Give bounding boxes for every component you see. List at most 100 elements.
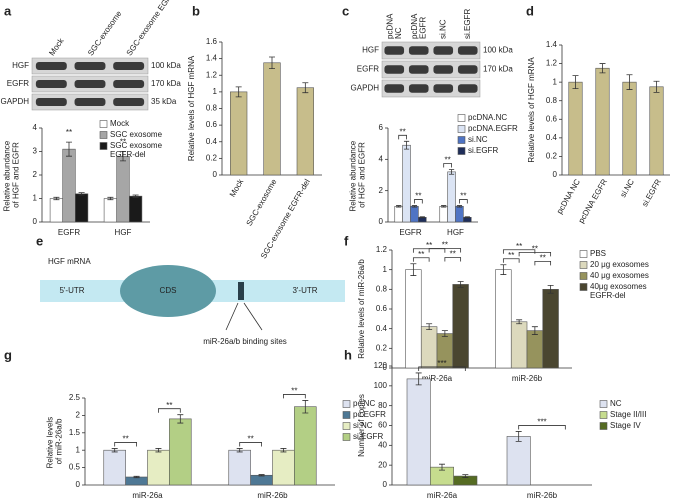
- legend-label: 40μg exosomes EGFR-del: [590, 282, 649, 300]
- error-bar: [302, 82, 309, 94]
- bar: [447, 171, 456, 223]
- legend-label: 20 μg exosomes: [590, 260, 649, 269]
- blot-band: [113, 98, 145, 106]
- significance-label: **: [400, 127, 406, 136]
- bar: [406, 378, 431, 486]
- y-tick-label: 1: [383, 265, 388, 274]
- legend-swatch: [599, 422, 608, 430]
- blot-row-label: GAPDH: [1, 97, 30, 106]
- bar: [147, 449, 170, 486]
- y-axis-label: Relative levels of HGF mRNA: [187, 55, 196, 161]
- blot-band: [384, 65, 405, 74]
- legend-swatch: [457, 114, 466, 122]
- pointer-lines: [225, 302, 263, 331]
- cds-region: [120, 265, 216, 317]
- significance-bracket: [412, 257, 430, 262]
- blot-band: [74, 80, 106, 88]
- error-bar: [464, 216, 470, 219]
- blot-band: [408, 46, 429, 55]
- blot-band: [113, 62, 145, 70]
- bar: [410, 206, 419, 223]
- y-tick-label: 2.5: [69, 393, 81, 402]
- significance-label: ***: [437, 359, 446, 368]
- significance-bracket: [414, 199, 423, 204]
- blot-lane-label: pcDNA EGFR: [410, 12, 428, 39]
- legend-label: pc.EGFR: [353, 410, 386, 419]
- legend-label: pc.NC: [353, 399, 375, 408]
- bar: [402, 144, 411, 223]
- blot-band: [433, 84, 454, 93]
- blot-band: [457, 84, 478, 93]
- bar: [526, 330, 544, 369]
- blot-lane-label: SGC-exosome: [86, 9, 124, 58]
- significance-bracket: [444, 257, 462, 262]
- legend-label: Mock: [110, 119, 130, 128]
- legend-swatch: [99, 120, 108, 128]
- y-tick-label: 1.5: [69, 428, 81, 437]
- x-tick-label: miR-26b: [257, 491, 288, 500]
- legend-label: pcDNA.NC: [468, 113, 507, 122]
- blot-band: [384, 46, 405, 55]
- y-axis-label: Relative levels of miR-26a/b: [46, 415, 64, 469]
- y-tick-label: 6: [379, 123, 384, 132]
- blot-band: [74, 98, 106, 106]
- panel-letter: f: [344, 233, 349, 248]
- error-bar: [439, 463, 445, 471]
- error-bar: [235, 86, 242, 98]
- legend-swatch: [579, 272, 588, 280]
- blot-lane-label: SGC-exosome EGFR-del: [125, 0, 184, 57]
- blot-band: [433, 46, 454, 55]
- blot-band: [35, 62, 67, 70]
- y-tick-label: 1: [33, 194, 38, 203]
- y-tick-label: 1: [553, 77, 558, 86]
- error-bar: [547, 285, 554, 294]
- significance-label: **: [291, 387, 297, 396]
- blot-band: [408, 65, 429, 74]
- error-bar: [396, 205, 402, 208]
- legend-label: SGC exosome EGFR-del: [110, 141, 164, 159]
- bar: [169, 418, 192, 486]
- significance-label: **: [66, 128, 72, 137]
- significance-bracket: [418, 366, 466, 371]
- panel-letter: a: [4, 3, 12, 18]
- error-bar: [457, 281, 464, 288]
- y-tick-label: 3: [33, 147, 38, 156]
- blot-band: [35, 80, 67, 88]
- legend-swatch: [99, 142, 108, 150]
- bar: [452, 284, 469, 369]
- y-tick-label: 2: [379, 186, 384, 195]
- significance-label: **: [450, 250, 456, 259]
- bar: [103, 449, 126, 486]
- panel-letter: h: [344, 347, 352, 362]
- blot-band: [433, 65, 454, 74]
- region-label: 3'-UTR: [292, 286, 317, 295]
- blot-band: [408, 84, 429, 93]
- error-bar: [411, 205, 418, 208]
- x-tick-label: miR-26a: [427, 491, 458, 500]
- significance-bracket: [518, 252, 552, 257]
- y-tick-label: 0: [213, 170, 218, 179]
- bar: [263, 62, 281, 176]
- significance-label: **: [442, 241, 448, 250]
- legend-swatch: [457, 125, 466, 133]
- legend-swatch: [579, 283, 588, 291]
- legend-label: NC: [610, 399, 622, 408]
- error-bar: [531, 326, 538, 335]
- panel-letter: c: [342, 3, 349, 18]
- significance-bracket: [443, 163, 452, 168]
- significance-label: **: [508, 251, 514, 260]
- y-axis-label: Relative levels of miR-26a/b: [357, 259, 366, 359]
- y-tick-label: 0: [383, 363, 388, 372]
- y-axis-label: Relative abundance of HGF and EGFR: [3, 139, 21, 212]
- error-bar: [448, 169, 455, 175]
- legend-swatch: [599, 400, 608, 408]
- significance-label: **: [166, 401, 172, 410]
- bar: [495, 269, 512, 369]
- x-tick-label: pcDNA EGFR: [577, 177, 610, 224]
- x-tick-label: miR-26a: [132, 491, 163, 500]
- bar: [439, 206, 448, 223]
- error-bar: [456, 205, 463, 208]
- y-tick-label: 0: [553, 170, 558, 179]
- x-tick-label: EGFR: [58, 228, 80, 237]
- y-tick-label: 1: [76, 445, 81, 454]
